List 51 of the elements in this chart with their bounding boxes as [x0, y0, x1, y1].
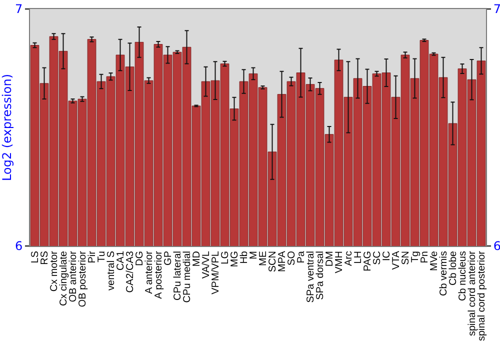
x-tick-label: Cx motor: [49, 250, 60, 292]
x-tick-label: Tg: [410, 251, 421, 263]
x-tick-label: ME: [258, 250, 269, 266]
x-tick-label: CA1: [116, 250, 126, 270]
x-tick-label: Cb lobe: [448, 250, 459, 286]
x-tick-label: spinal cord posterior: [476, 250, 488, 342]
x-tick-label: MG: [230, 250, 240, 268]
x-tick-label: OB anterior: [68, 250, 79, 302]
x-tick-label: RS: [40, 250, 50, 265]
x-tick-label: M: [248, 251, 260, 260]
x-tick-label: GP: [163, 250, 174, 266]
x-tick-label: LS: [30, 250, 41, 264]
x-tick-label: DG: [134, 250, 146, 266]
x-tick-label: VA/VL: [201, 250, 212, 279]
y2-tick-label: 7: [493, 2, 500, 16]
x-tick-label: VPM/VPL: [210, 250, 222, 294]
x-tick-label: SN: [400, 251, 412, 265]
x-tick-label: LG: [220, 250, 231, 264]
y-axis-title: Log2 (expression): [0, 74, 14, 181]
x-tick-label: CPu lateral: [172, 251, 184, 300]
x-tick-label: MPA: [277, 250, 288, 272]
x-tick-label: LH: [353, 251, 364, 264]
x-tick-label: CA2/CA3: [125, 250, 136, 293]
x-tick-label: ventral S: [106, 250, 117, 290]
x-tick-label: A posterior: [154, 250, 164, 299]
x-tick-label: Cb vermis: [438, 251, 450, 296]
x-tick-label: Tu: [96, 251, 108, 262]
x-tick-label: VMH: [334, 251, 345, 274]
x-tick-label: Hb: [239, 250, 250, 264]
x-tick-label: MVe: [429, 250, 440, 272]
x-tick-label: Pa: [296, 250, 307, 264]
x-tick-label: A anterior: [144, 250, 155, 294]
x-tick-label: Cx cingulate: [58, 250, 70, 306]
x-tick-label: Cb nucleus: [458, 251, 468, 302]
x-tick-label: CPu medial: [182, 251, 193, 303]
x-tick-label: OB posterior: [78, 250, 88, 308]
x-tick-label: SPa ventral: [306, 251, 316, 303]
x-tick-label: SPa dorsal: [315, 251, 326, 300]
x-tick-label: SCN: [268, 251, 278, 272]
y2-tick-label: 6: [493, 239, 500, 254]
x-tick-label: MD: [192, 251, 202, 267]
x-tick-label: SO: [286, 250, 298, 266]
x-tick-label: DM: [324, 251, 336, 267]
x-tick-label: IC: [382, 251, 392, 261]
x-tick-label: spinal cord anterior: [467, 250, 478, 336]
x-tick-label: PAG: [362, 250, 374, 272]
x-tick-label: SC: [372, 251, 383, 265]
x-tick-label: Pn: [420, 251, 430, 264]
x-tick-label: Pir: [87, 250, 98, 264]
x-tick-label: VTA: [391, 250, 402, 270]
x-tick-label: Arc: [344, 251, 354, 266]
